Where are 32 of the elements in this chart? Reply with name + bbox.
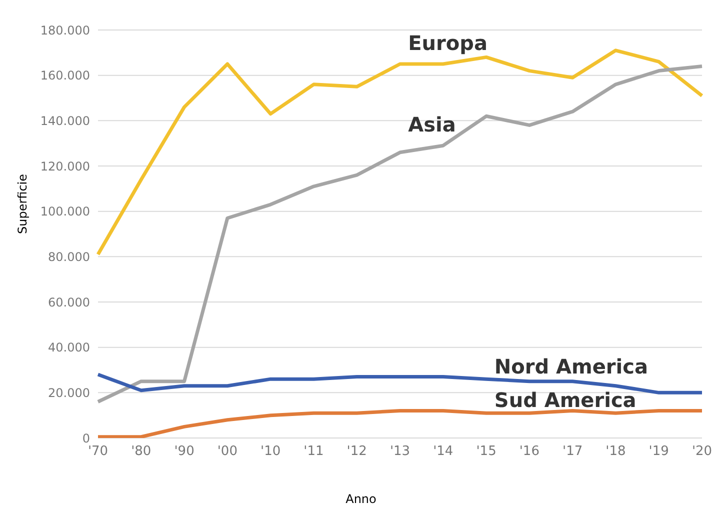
x-tick-label: '11	[304, 444, 324, 460]
y-axis-title: Superficie	[15, 174, 30, 234]
x-tick-label: '13	[390, 444, 410, 460]
x-tick-label: '16	[519, 444, 540, 460]
x-tick-label: '17	[562, 444, 583, 460]
x-tick-label: '18	[606, 444, 626, 460]
x-tick-label: '19	[648, 444, 669, 460]
y-tick-label: 140.000	[40, 114, 90, 128]
x-tick-label: '14	[433, 444, 454, 460]
series-label: Europa	[408, 31, 488, 55]
x-tick-label: '00	[217, 444, 238, 460]
x-tick-label: '70	[88, 444, 108, 460]
y-tick-label: 180.000	[40, 23, 90, 38]
y-tick-label: 40.000	[48, 340, 90, 355]
y-tick-label: 80.000	[48, 250, 90, 264]
y-tick-label: 60.000	[48, 295, 90, 310]
y-tick-label: 120.000	[40, 159, 90, 174]
y-tick-label: 160.000	[40, 68, 90, 83]
series-label: Asia	[408, 112, 456, 137]
y-tick-label: 20.000	[48, 386, 90, 400]
x-tick-label: '15	[476, 444, 496, 460]
series-label: Sud America	[494, 388, 636, 412]
x-tick-label: '12	[346, 444, 367, 460]
x-tick-label: '10	[260, 444, 281, 460]
x-axis-title: Anno	[344, 492, 378, 506]
series-label: Nord America	[494, 354, 648, 378]
x-tick-label: '90	[174, 444, 194, 460]
y-tick-label: 100.000	[40, 204, 90, 219]
x-tick-label: '20	[692, 444, 712, 460]
x-tick-label: '80	[131, 444, 152, 460]
line-series	[96, 409, 704, 438]
y-tick-label: 0	[82, 431, 90, 446]
